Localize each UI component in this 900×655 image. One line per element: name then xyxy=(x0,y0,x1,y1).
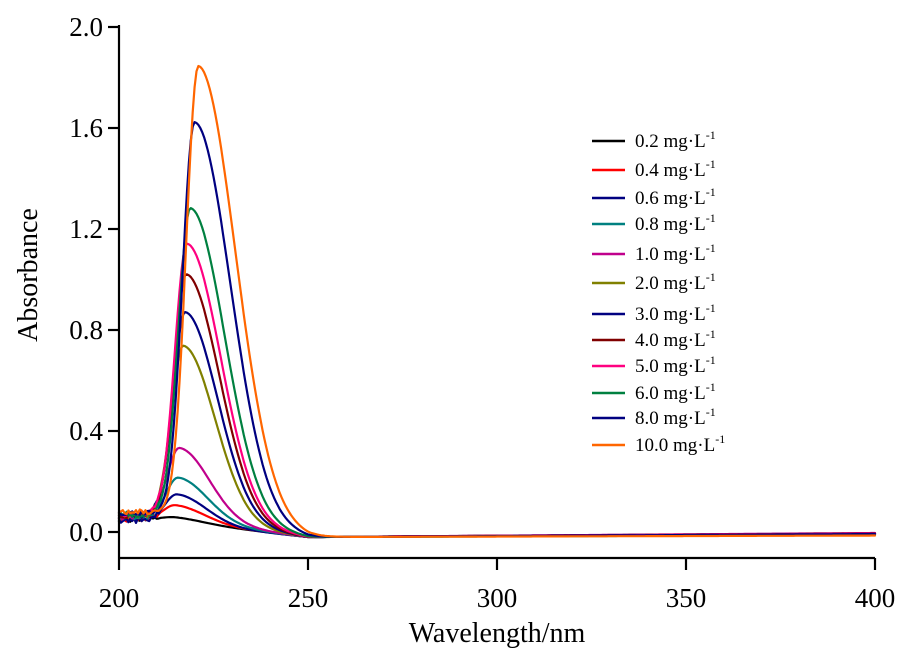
legend-item: 6.0 mg·L-1 xyxy=(592,380,716,404)
legend: 0.2 mg·L-1 0.4 mg·L-1 0.6 mg·L-10.8 mg·L-1… xyxy=(592,128,725,456)
y-tick-label: 2.0 xyxy=(69,12,103,42)
legend-item: 5.0 mg·L-1 xyxy=(592,353,716,377)
legend-label-superscript: -1 xyxy=(706,353,716,367)
legend-item: 4.0 mg·L-1 xyxy=(592,327,716,351)
legend-label: 0.4 mg·L-1 xyxy=(635,157,716,181)
series-line-6-0 xyxy=(117,207,877,539)
x-tick-label: 300 xyxy=(477,583,518,613)
legend-label: 0.8 mg·L-1 xyxy=(635,211,716,235)
y-tick-label: 0.8 xyxy=(69,315,103,345)
series-line-10-0 xyxy=(117,64,877,539)
y-axis-title: Absorbance xyxy=(13,208,44,342)
legend-item: 0.2 mg·L-1 xyxy=(592,128,716,152)
plot-series-group xyxy=(117,64,877,539)
legend-item: 1.0 mg·L-1 xyxy=(592,241,716,265)
x-ticks-group: 200 250 300 350 400 xyxy=(99,558,896,613)
legend-label-superscript: -1 xyxy=(706,270,716,284)
legend-label: 10.0 mg·L-1 xyxy=(635,432,725,456)
x-tick-label: 200 xyxy=(99,583,140,613)
y-tick-label: 0.4 xyxy=(69,416,103,446)
legend-label-superscript: -1 xyxy=(706,380,716,394)
legend-label-superscript: -1 xyxy=(715,432,725,446)
legend-label-superscript: -1 xyxy=(706,211,716,225)
x-tick-label: 350 xyxy=(666,583,707,613)
legend-label-superscript: -1 xyxy=(706,301,716,315)
legend-item: 2.0 mg·L-1 xyxy=(592,270,716,294)
legend-item: 3.0 mg·L-1 xyxy=(592,301,716,325)
legend-label-superscript: -1 xyxy=(706,241,716,255)
legend-label: 1.0 mg·L-1 xyxy=(635,241,716,265)
legend-item: 0.4 mg·L-1 xyxy=(592,157,716,181)
legend-label: 0.6 mg·L-1 xyxy=(635,185,716,209)
legend-label-superscript: -1 xyxy=(706,185,716,199)
y-tick-label: 1.6 xyxy=(69,113,103,143)
y-tick-label: 0.0 xyxy=(69,517,103,547)
legend-label-superscript: -1 xyxy=(706,327,716,341)
legend-label: 3.0 mg·L-1 xyxy=(635,301,716,325)
x-tick-label: 400 xyxy=(855,583,896,613)
legend-item: 10.0 mg·L-1 xyxy=(592,432,725,456)
y-tick-label: 1.2 xyxy=(69,214,103,244)
series-line-4-0 xyxy=(117,273,877,539)
legend-label: 0.2 mg·L-1 xyxy=(635,128,716,152)
y-ticks-group: 0.0 0.4 0.8 1.2 1.6 2.0 xyxy=(69,12,119,547)
legend-label-superscript: -1 xyxy=(706,157,716,171)
legend-label: 6.0 mg·L-1 xyxy=(635,380,716,404)
legend-item: 0.6 mg·L-1 xyxy=(592,185,716,209)
legend-label-superscript: -1 xyxy=(706,128,716,142)
legend-label-superscript: -1 xyxy=(706,405,716,419)
x-axis-title: Wavelength/nm xyxy=(409,618,586,649)
legend-item: 8.0 mg·L-1 xyxy=(592,405,716,429)
legend-item: 0.8 mg·L-1 xyxy=(592,211,716,235)
series-line-5-0 xyxy=(117,242,877,539)
legend-label: 4.0 mg·L-1 xyxy=(635,327,716,351)
legend-label: 5.0 mg·L-1 xyxy=(635,353,716,377)
legend-label: 8.0 mg·L-1 xyxy=(635,405,716,429)
series-line-0-4 xyxy=(117,504,877,539)
x-tick-label: 250 xyxy=(288,583,329,613)
legend-label: 2.0 mg·L-1 xyxy=(635,270,716,294)
series-line-0-6 xyxy=(117,493,877,539)
series-line-3-0 xyxy=(117,311,877,539)
